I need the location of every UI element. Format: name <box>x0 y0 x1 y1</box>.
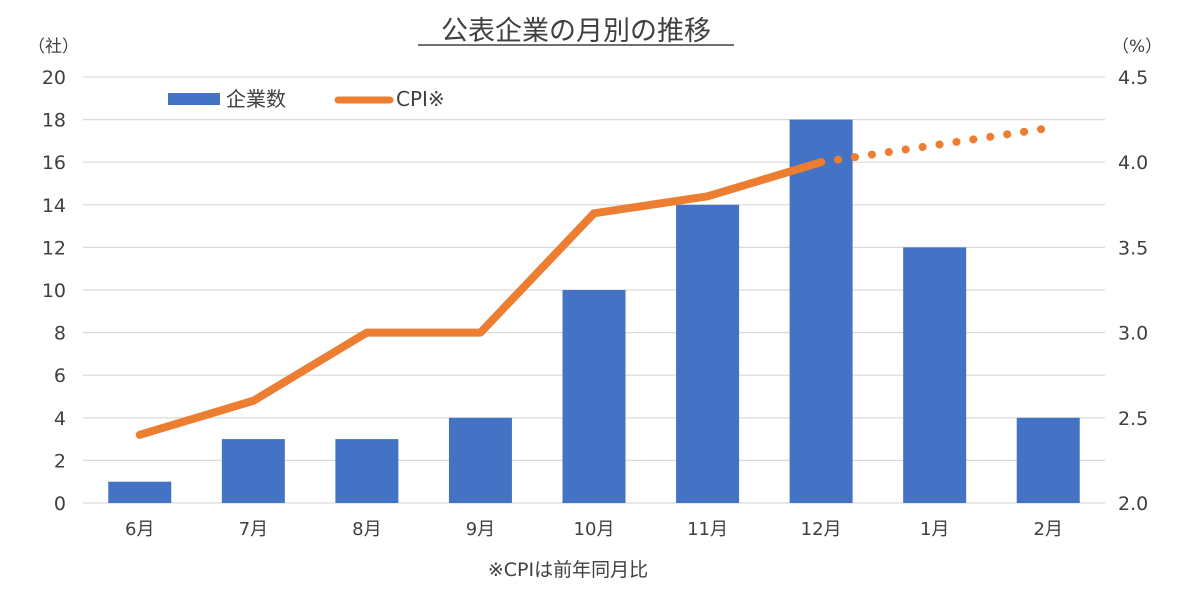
right-tick-label: 4.5 <box>1118 67 1148 89</box>
category-label: 2月 <box>1033 519 1062 540</box>
bar-series <box>108 119 1080 504</box>
bar <box>1016 417 1080 503</box>
bar <box>562 290 626 503</box>
left-axis-ticks: 0 2 4 6 8 10 12 14 16 18 20 <box>42 67 66 515</box>
bar <box>108 481 172 503</box>
category-label: 10月 <box>574 519 615 540</box>
left-axis-unit: （社） <box>28 37 79 57</box>
left-tick-label: 4 <box>54 408 66 430</box>
bar <box>335 439 399 503</box>
category-label: 6月 <box>125 519 154 540</box>
right-tick-label: 3.0 <box>1118 323 1148 345</box>
chart-title: 公表企業の月別の推移 <box>441 16 711 47</box>
category-label: 12月 <box>801 519 842 540</box>
chart-footnote: ※CPIは前年同月比 <box>488 559 648 581</box>
right-tick-label: 2.5 <box>1118 408 1148 430</box>
cpi-projection-dotted-line <box>817 124 1053 167</box>
bar <box>676 204 740 504</box>
cpi-line <box>135 158 826 439</box>
left-tick-label: 0 <box>54 493 66 515</box>
legend-line-label: CPI※ <box>396 87 445 111</box>
category-label: 9月 <box>466 519 495 540</box>
category-label: 8月 <box>352 519 381 540</box>
left-tick-label: 20 <box>42 67 66 89</box>
left-tick-label: 2 <box>54 450 66 472</box>
line-series <box>135 124 1053 439</box>
right-axis-unit: （%） <box>1112 37 1162 57</box>
left-tick-label: 16 <box>42 152 66 174</box>
right-tick-label: 4.0 <box>1118 152 1148 174</box>
left-tick-label: 14 <box>42 195 66 217</box>
left-tick-label: 6 <box>54 365 66 387</box>
category-label: 11月 <box>687 519 728 540</box>
left-tick-label: 12 <box>42 237 66 259</box>
category-label: 1月 <box>920 519 949 540</box>
category-label: 7月 <box>239 519 268 540</box>
left-tick-label: 10 <box>42 280 66 302</box>
right-tick-label: 2.0 <box>1118 493 1148 515</box>
left-tick-label: 8 <box>54 323 66 345</box>
category-axis-labels: 6月 7月 8月 9月 10月 11月 12月 1月 2月 <box>125 519 1063 540</box>
right-tick-label: 3.5 <box>1118 237 1148 259</box>
bar <box>448 417 512 503</box>
legend: 企業数 CPI※ <box>168 87 445 111</box>
right-axis-ticks: 2.0 2.5 3.0 3.5 4.0 4.5 <box>1118 67 1148 515</box>
legend-bar-swatch <box>168 93 220 105</box>
bar <box>789 119 853 503</box>
bar <box>221 439 285 503</box>
left-tick-label: 18 <box>42 110 66 132</box>
bar <box>903 247 967 503</box>
legend-bar-label: 企業数 <box>226 87 286 111</box>
